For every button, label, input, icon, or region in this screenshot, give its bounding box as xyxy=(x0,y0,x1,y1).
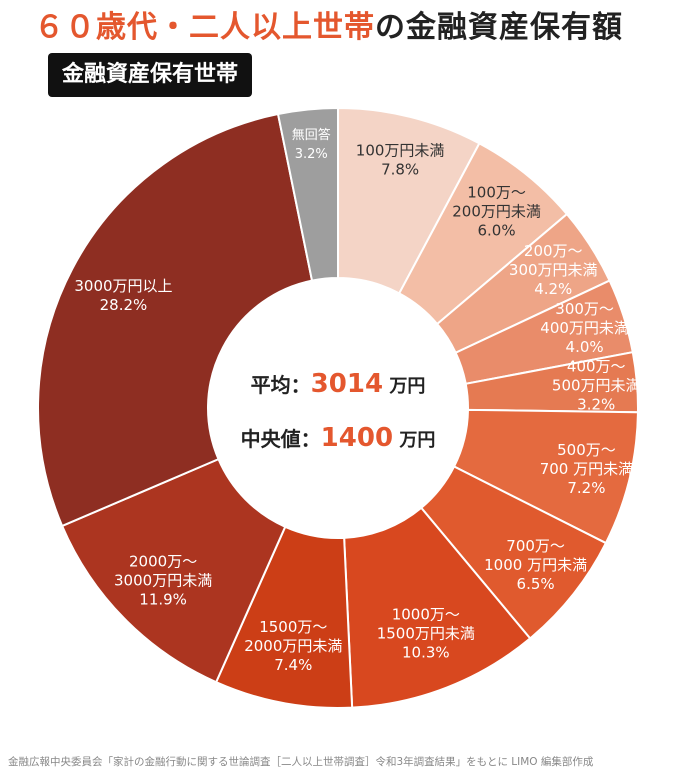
slice-label-9: 1500万～ 2000万円未満 7.4% xyxy=(244,618,342,674)
slice-label-6: 500万～ 700 万円未満 7.2% xyxy=(540,441,633,497)
mean-stat: 平均：3014 万円 xyxy=(251,369,426,399)
title-accent: ６０歳代・二人以上世帯 xyxy=(34,10,375,45)
slice-11 xyxy=(37,112,314,528)
median-stat: 中央値：1400 万円 xyxy=(241,423,436,453)
slice-label-7: 700万～ 1000 万円未満 6.5% xyxy=(484,537,587,593)
slice-label-10: 2000万～ 3000万円未満 11.9% xyxy=(114,552,212,608)
slice-label-4: 300万～ 400万円未満 4.0% xyxy=(540,300,629,356)
slice-label-11: 3000万円以上 28.2% xyxy=(74,277,172,314)
slice-8 xyxy=(343,506,532,709)
slice-labels: 100万円未満 7.8%100万～ 200万円未満 6.0%200万～ 300万円未満 4… xyxy=(74,127,640,674)
slice-label-2: 100万～ 200万円未満 6.0% xyxy=(452,184,541,240)
slice-label-8: 1000万～ 1500万円未満 10.3% xyxy=(377,606,475,662)
donut-slices xyxy=(37,106,639,709)
source-note: 金融広報中央委員会「家計の金融行動に関する世論調査［二人以上世帯調査］令和3年調… xyxy=(8,756,594,768)
slice-label-12: 無回答 3.2% xyxy=(292,127,331,162)
slice-12 xyxy=(276,106,339,282)
chart-title: ６０歳代・二人以上世帯の金融資産保有額 xyxy=(34,2,623,46)
title-rest: の金融資産保有額 xyxy=(375,10,623,45)
slice-10 xyxy=(60,457,287,684)
slice-label-3: 200万～ 300万円未満 4.2% xyxy=(509,242,598,298)
slice-label-5: 400万～ 500万円未満 3.2% xyxy=(552,358,641,414)
category-badge: 金融資産保有世帯 xyxy=(48,53,253,97)
slice-label-1: 100万円未満 7.8% xyxy=(356,141,445,178)
